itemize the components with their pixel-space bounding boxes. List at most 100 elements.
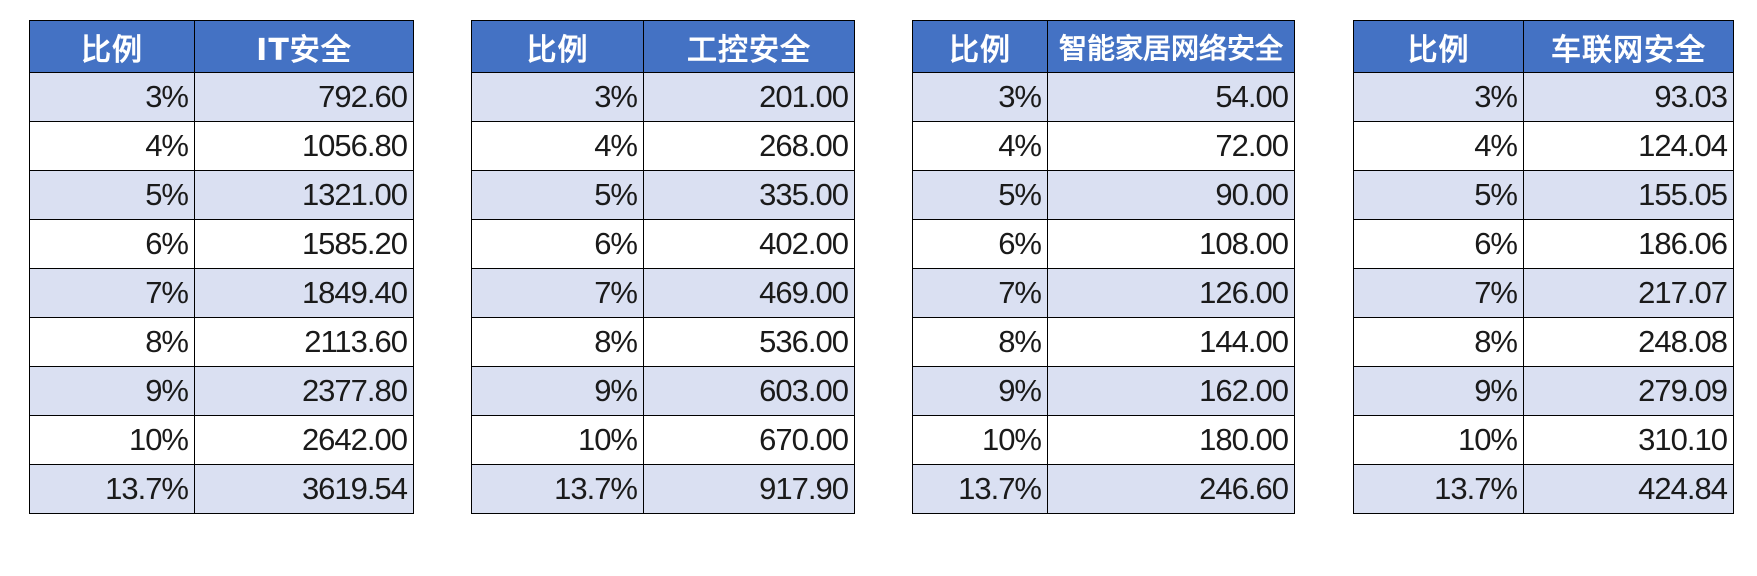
value-cell: 217.07 bbox=[1523, 268, 1734, 318]
ratio-cell: 5% bbox=[1353, 170, 1524, 220]
ratio-cell: 10% bbox=[912, 415, 1048, 465]
value-cell: 3619.54 bbox=[194, 464, 414, 514]
value-cell: 1585.20 bbox=[194, 219, 414, 269]
table-row: 4% 72.00 bbox=[912, 121, 1295, 171]
table-row: 8% 144.00 bbox=[912, 317, 1295, 367]
ratio-cell: 3% bbox=[471, 72, 644, 122]
table-row: 13.7% 246.60 bbox=[912, 464, 1295, 514]
column-header-value: 智能家居网络安全 bbox=[1047, 20, 1295, 73]
ratio-cell: 10% bbox=[1353, 415, 1524, 465]
column-header-ratio: 比例 bbox=[29, 20, 195, 73]
value-cell: 1321.00 bbox=[194, 170, 414, 220]
table-row: 5% 1321.00 bbox=[29, 170, 414, 220]
column-header-ratio: 比例 bbox=[912, 20, 1048, 73]
ratio-cell: 13.7% bbox=[29, 464, 195, 514]
value-cell: 424.84 bbox=[1523, 464, 1734, 514]
ratio-cell: 5% bbox=[912, 170, 1048, 220]
table-row: 3% 201.00 bbox=[471, 72, 855, 122]
ratio-cell: 6% bbox=[1353, 219, 1524, 269]
value-cell: 310.10 bbox=[1523, 415, 1734, 465]
table-row: 9% 162.00 bbox=[912, 366, 1295, 416]
ratio-cell: 8% bbox=[912, 317, 1048, 367]
ratio-cell: 8% bbox=[29, 317, 195, 367]
table-row: 5% 335.00 bbox=[471, 170, 855, 220]
table-row: 3% 54.00 bbox=[912, 72, 1295, 122]
ratio-cell: 5% bbox=[471, 170, 644, 220]
table-header-row: 比例 IT安全 bbox=[29, 20, 414, 73]
table-row: 9% 2377.80 bbox=[29, 366, 414, 416]
table-header-row: 比例 车联网安全 bbox=[1353, 20, 1734, 73]
column-header-ratio: 比例 bbox=[1353, 20, 1524, 73]
table-row: 4% 124.04 bbox=[1353, 121, 1734, 171]
value-cell: 201.00 bbox=[643, 72, 855, 122]
value-cell: 2642.00 bbox=[194, 415, 414, 465]
table-row: 9% 279.09 bbox=[1353, 366, 1734, 416]
table-ics-security: 比例 工控安全 3% 201.00 4% 268.00 5% 335.00 6% 402… bbox=[471, 20, 855, 514]
ratio-cell: 7% bbox=[912, 268, 1048, 318]
table-row: 9% 603.00 bbox=[471, 366, 855, 416]
column-header-value: IT安全 bbox=[194, 20, 414, 73]
table-row: 7% 469.00 bbox=[471, 268, 855, 318]
table-row: 6% 1585.20 bbox=[29, 219, 414, 269]
table-row: 8% 536.00 bbox=[471, 317, 855, 367]
column-header-value: 车联网安全 bbox=[1523, 20, 1734, 73]
table-row: 8% 248.08 bbox=[1353, 317, 1734, 367]
value-cell: 792.60 bbox=[194, 72, 414, 122]
ratio-cell: 6% bbox=[29, 219, 195, 269]
table-row: 10% 670.00 bbox=[471, 415, 855, 465]
ratio-cell: 3% bbox=[912, 72, 1048, 122]
ratio-cell: 10% bbox=[471, 415, 644, 465]
value-cell: 603.00 bbox=[643, 366, 855, 416]
table-row: 7% 217.07 bbox=[1353, 268, 1734, 318]
table-row: 13.7% 3619.54 bbox=[29, 464, 414, 514]
value-cell: 2113.60 bbox=[194, 317, 414, 367]
table-row: 4% 268.00 bbox=[471, 121, 855, 171]
ratio-cell: 13.7% bbox=[471, 464, 644, 514]
value-cell: 917.90 bbox=[643, 464, 855, 514]
ratio-cell: 13.7% bbox=[1353, 464, 1524, 514]
value-cell: 108.00 bbox=[1047, 219, 1295, 269]
value-cell: 144.00 bbox=[1047, 317, 1295, 367]
table-row: 10% 180.00 bbox=[912, 415, 1295, 465]
table-vehicle-network-security: 比例 车联网安全 3% 93.03 4% 124.04 5% 155.05 6% 186… bbox=[1353, 20, 1734, 514]
table-row: 13.7% 424.84 bbox=[1353, 464, 1734, 514]
ratio-cell: 7% bbox=[1353, 268, 1524, 318]
ratio-cell: 8% bbox=[1353, 317, 1524, 367]
value-cell: 268.00 bbox=[643, 121, 855, 171]
table-it-security: 比例 IT安全 3% 792.60 4% 1056.80 5% 1321.00 6% 1… bbox=[29, 20, 414, 514]
table-row: 5% 90.00 bbox=[912, 170, 1295, 220]
table-row: 3% 792.60 bbox=[29, 72, 414, 122]
ratio-cell: 4% bbox=[912, 121, 1048, 171]
ratio-cell: 10% bbox=[29, 415, 195, 465]
table-row: 6% 186.06 bbox=[1353, 219, 1734, 269]
ratio-cell: 5% bbox=[29, 170, 195, 220]
ratio-cell: 6% bbox=[912, 219, 1048, 269]
table-row: 5% 155.05 bbox=[1353, 170, 1734, 220]
table-row: 8% 2113.60 bbox=[29, 317, 414, 367]
value-cell: 248.08 bbox=[1523, 317, 1734, 367]
ratio-cell: 4% bbox=[471, 121, 644, 171]
value-cell: 93.03 bbox=[1523, 72, 1734, 122]
value-cell: 126.00 bbox=[1047, 268, 1295, 318]
value-cell: 1056.80 bbox=[194, 121, 414, 171]
value-cell: 670.00 bbox=[643, 415, 855, 465]
ratio-cell: 3% bbox=[29, 72, 195, 122]
ratio-cell: 9% bbox=[1353, 366, 1524, 416]
table-row: 3% 93.03 bbox=[1353, 72, 1734, 122]
column-header-ratio: 比例 bbox=[471, 20, 644, 73]
value-cell: 335.00 bbox=[643, 170, 855, 220]
table-row: 7% 1849.40 bbox=[29, 268, 414, 318]
ratio-cell: 9% bbox=[471, 366, 644, 416]
table-row: 10% 310.10 bbox=[1353, 415, 1734, 465]
value-cell: 186.06 bbox=[1523, 219, 1734, 269]
value-cell: 90.00 bbox=[1047, 170, 1295, 220]
ratio-cell: 13.7% bbox=[912, 464, 1048, 514]
ratio-cell: 4% bbox=[29, 121, 195, 171]
table-row: 10% 2642.00 bbox=[29, 415, 414, 465]
value-cell: 54.00 bbox=[1047, 72, 1295, 122]
value-cell: 536.00 bbox=[643, 317, 855, 367]
table-header-row: 比例 智能家居网络安全 bbox=[912, 20, 1295, 73]
ratio-cell: 7% bbox=[471, 268, 644, 318]
ratio-cell: 9% bbox=[912, 366, 1048, 416]
value-cell: 246.60 bbox=[1047, 464, 1295, 514]
